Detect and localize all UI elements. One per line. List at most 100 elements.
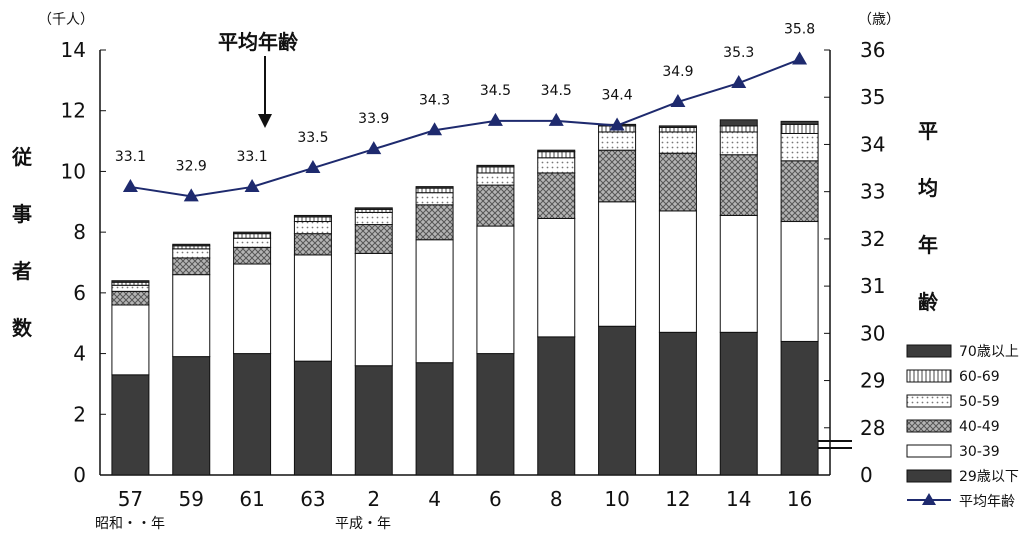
average-age-data-label: 33.1: [236, 149, 267, 165]
bar-segment: [233, 231, 272, 235]
category-label: 16: [787, 487, 812, 511]
bar-segment: [658, 125, 697, 128]
axis-title-char: 数: [12, 316, 33, 340]
showa-era-label: 昭和・・年: [95, 516, 165, 532]
axis-title-char: 事: [12, 202, 32, 226]
axis-title-char: 者: [11, 259, 32, 283]
left-tick-label: 6: [73, 281, 86, 305]
category-label: 8: [550, 487, 563, 511]
bar-segment: [293, 254, 332, 362]
bar-segment: [111, 290, 150, 306]
left-axis-unit: （千人）: [38, 12, 94, 28]
right-tick-label: 36: [860, 38, 885, 62]
average-age-data-label: 34.9: [662, 64, 693, 80]
average-age-data-label: 34.3: [419, 92, 450, 108]
category-label: 61: [239, 487, 264, 511]
bar-segment: [780, 221, 819, 342]
bar-segment: [537, 172, 576, 219]
bar-segment: [719, 131, 758, 156]
bar-segment: [293, 216, 332, 223]
right-tick-label: 34: [860, 132, 885, 156]
bar-segment: [293, 214, 332, 218]
legend-label: 平均年齢: [959, 494, 1015, 510]
bar-segment: [233, 233, 272, 239]
bar-segment: [476, 184, 515, 227]
bar-segment: [415, 239, 454, 364]
bar-segment: [476, 172, 515, 186]
bar-segment: [172, 257, 211, 276]
legend-swatch: [906, 444, 952, 458]
left-tick-label: 2: [73, 402, 86, 426]
category-label: 4: [428, 487, 441, 511]
bar-segment: [415, 204, 454, 241]
bar-segment: [598, 201, 637, 327]
legend-line-marker: [922, 493, 936, 505]
category-label: 63: [300, 487, 325, 511]
bar-segment: [598, 325, 637, 476]
bar-segment: [476, 166, 515, 174]
legend-label: 30-39: [959, 444, 1000, 460]
bar-segment: [658, 126, 697, 133]
bar-segment: [537, 217, 576, 338]
bar-segment: [415, 186, 454, 189]
legend-label: 50-59: [959, 394, 1000, 410]
bar-segment: [354, 224, 393, 254]
bar-segment: [233, 263, 272, 355]
bar-segment: [658, 152, 697, 212]
left-axis-ticks: 0 2 4 6 8 10 12 14: [61, 38, 106, 487]
bar-segment: [415, 362, 454, 476]
bar-segment: [233, 353, 272, 476]
average-age-data-label: 34.5: [541, 83, 572, 99]
left-tick-label: 0: [73, 463, 86, 487]
left-tick-label: 4: [73, 342, 86, 366]
category-label: 10: [604, 487, 629, 511]
annotation-arrow-head: [258, 114, 272, 128]
average-age-polyline: [130, 58, 800, 198]
average-age-marker: [305, 160, 321, 174]
average-age-data-label: 34.5: [480, 83, 511, 99]
left-tick-label: 12: [61, 99, 86, 123]
bar-segment: [658, 331, 697, 476]
bar-segment: [172, 274, 211, 358]
average-age-marker: [731, 75, 747, 89]
bar-segment: [415, 187, 454, 194]
right-tick-label: 33: [860, 180, 885, 204]
legend-label: 40-49: [959, 419, 1000, 435]
right-tick-label: 31: [860, 274, 885, 298]
bar-segment: [172, 243, 211, 247]
bar-segment: [537, 157, 576, 174]
bar-segment: [476, 164, 515, 168]
bar-segment: [780, 132, 819, 162]
legend-label: 70歳以上: [959, 344, 1019, 360]
bar-segment: [354, 252, 393, 367]
category-label: 14: [726, 487, 751, 511]
bar-segment: [172, 356, 211, 476]
right-tick-label: 30: [860, 321, 885, 345]
bar-segment: [719, 154, 758, 216]
bar-segment: [780, 123, 819, 134]
axis-title-char: 齢: [918, 290, 939, 314]
bar-segment: [780, 340, 819, 476]
bar-segment: [719, 119, 758, 127]
bar-segment: [293, 233, 332, 256]
bar-segment: [111, 284, 150, 292]
bar-segment: [780, 160, 819, 223]
average-age-data-label: 34.4: [601, 88, 632, 104]
right-axis-unit: （歳）: [858, 12, 900, 28]
average-age-line: 33.1 32.9 33.1 33.5 33.9 34.3 34.5 34.5 34.4 34.9…: [115, 21, 815, 202]
average-age-marker: [609, 117, 625, 131]
bar-segment: [658, 210, 697, 333]
bar-segment: [354, 207, 393, 210]
x-axis-labels: 57 59 61 63 2 4 6 8 10 12 14 16: [118, 487, 813, 511]
annotation-label: 平均年齢: [218, 30, 299, 54]
average-age-marker: [427, 122, 443, 136]
bar-segment: [172, 248, 211, 259]
axis-title-char: 従: [11, 145, 32, 169]
bar-segment: [476, 353, 515, 476]
bar-segment: [719, 331, 758, 476]
average-age-data-label: 35.3: [723, 45, 754, 61]
bar-segment: [476, 225, 515, 355]
average-age-data-label: 33.5: [297, 130, 328, 146]
legend-swatch: [906, 369, 952, 383]
